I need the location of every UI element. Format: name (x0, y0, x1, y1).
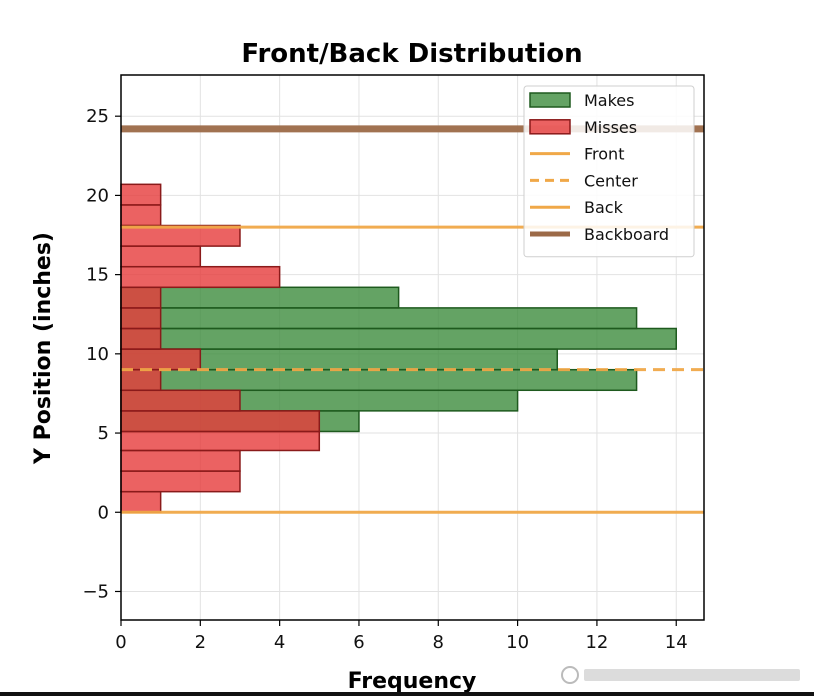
x-tick-label: 0 (115, 632, 126, 653)
y-tick-label: 0 (98, 502, 109, 523)
plot-frame (120, 74, 705, 621)
y-tick-label: −5 (82, 581, 109, 602)
misses-bar (120, 183, 162, 206)
misses-bar (120, 430, 321, 452)
misses-bar (120, 410, 321, 433)
makes-bar (120, 327, 677, 350)
y-tick-label: 10 (86, 344, 109, 365)
legend-label-backboard: Backboard (584, 225, 669, 244)
x-axis-label: Frequency (348, 669, 477, 694)
misses-bar (120, 470, 241, 493)
legend-swatch-misses (529, 119, 571, 135)
legend-label-front: Front (584, 145, 624, 164)
misses-bar (120, 245, 202, 268)
misses-bar (120, 490, 162, 514)
x-tick-label: 8 (433, 632, 444, 653)
misses-bar (120, 449, 241, 472)
x-tick-label: 10 (506, 632, 529, 653)
y-tick-label: 25 (86, 106, 109, 127)
misses-bar (120, 286, 162, 309)
y-tick-label: 20 (86, 185, 109, 206)
legend-label-misses: Misses (584, 118, 637, 137)
bottom-rule (0, 692, 814, 696)
legend: Makes Misses Front Center Back Backboard (523, 85, 695, 258)
legend-swatch-makes (529, 92, 571, 108)
misses-bar (120, 389, 241, 412)
legend-label-center: Center (584, 171, 638, 190)
x-tick-label: 12 (585, 632, 608, 653)
misses-bar (120, 368, 162, 392)
misses-bar (120, 204, 162, 227)
x-tick-label: 2 (195, 632, 206, 653)
watermark-logo (561, 666, 800, 684)
legend-label-makes: Makes (584, 91, 634, 110)
x-tick-label: 4 (274, 632, 285, 653)
makes-bar (120, 307, 638, 330)
x-tick-label: 14 (665, 632, 688, 653)
y-tick-label: 15 (86, 265, 109, 286)
legend-label-back: Back (584, 198, 624, 217)
misses-bar (120, 327, 162, 350)
y-axis-label: Y Position (inches) (31, 232, 56, 465)
y-tick-label: 5 (98, 423, 109, 444)
makes-bar (120, 368, 638, 392)
chart-title: Front/Back Distribution (241, 39, 582, 69)
misses-bar (120, 224, 241, 247)
makes-bar (120, 286, 400, 309)
misses-bar (120, 348, 202, 371)
x-tick-label: 6 (353, 632, 364, 653)
misses-bar (120, 265, 281, 289)
misses-bar (120, 307, 162, 330)
ticks: 0 2 4 6 8 10 12 14 −5 0 5 10 15 20 25 (82, 106, 687, 653)
